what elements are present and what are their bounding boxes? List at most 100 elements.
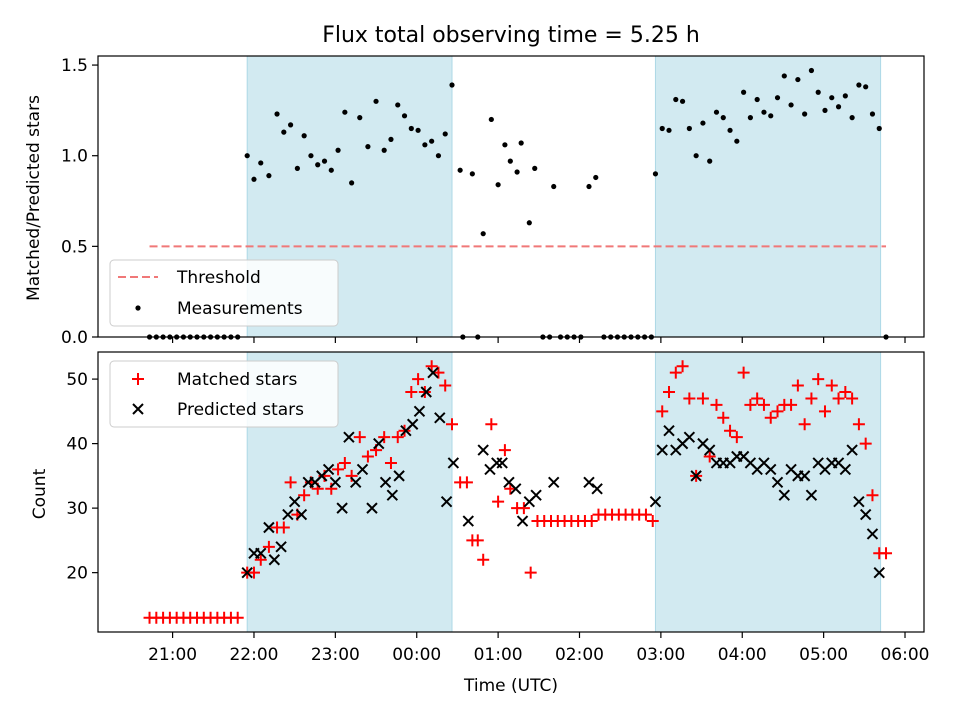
measurement-point <box>659 125 665 132</box>
x-tick-label: 03:00 <box>636 645 685 665</box>
matched-point <box>439 379 452 392</box>
x-tick-label: 22:00 <box>229 645 278 665</box>
legend-predicted-swatch <box>132 403 144 415</box>
matched-point <box>524 566 537 579</box>
x-tick-label: 21:00 <box>148 645 197 665</box>
x-tick-label: 04:00 <box>718 645 767 665</box>
measurement-point <box>502 142 508 148</box>
matched-point <box>710 398 723 411</box>
predicted-point <box>366 502 378 514</box>
predicted-point <box>434 412 446 424</box>
x-tick-label: 23:00 <box>311 645 360 665</box>
measurement-point <box>514 169 520 175</box>
measurement-point <box>365 144 371 150</box>
x-tick-label: 06:00 <box>881 645 930 665</box>
matched-point <box>412 373 425 386</box>
predicted-point <box>530 489 542 501</box>
predicted-point <box>386 489 399 501</box>
predicted-point <box>859 508 872 521</box>
matched-point <box>880 547 893 560</box>
measurement-point <box>308 153 314 159</box>
measurement-point <box>727 127 733 133</box>
measurement-point <box>244 153 250 159</box>
matched-point <box>378 431 391 444</box>
matched-point <box>391 431 404 444</box>
measurement-point <box>415 127 421 133</box>
top-y-axis-label: Matched/Predicted stars <box>24 95 44 301</box>
matched-point <box>325 482 338 495</box>
predicted-point <box>282 508 294 521</box>
measurement-point <box>321 158 328 164</box>
measurement-point <box>700 120 706 126</box>
predicted-point <box>427 366 439 379</box>
predicted-point <box>373 437 385 450</box>
measurement-point <box>713 109 720 115</box>
y-tick-label: 50 <box>66 370 88 390</box>
measurement-point <box>707 158 713 164</box>
measurement-point <box>686 125 692 132</box>
predicted-point <box>866 528 879 540</box>
x-axis-label: Time (UTC) <box>463 676 558 696</box>
measurement-point <box>761 109 767 115</box>
measurement-point <box>593 174 599 181</box>
measurement-point <box>788 102 794 108</box>
matched-point <box>384 456 397 469</box>
predicted-point <box>690 470 702 482</box>
matched-point <box>338 456 351 469</box>
bottom-legend-box <box>109 360 339 428</box>
legend-predicted-label: Predicted stars <box>177 400 304 420</box>
measurement-point <box>507 158 513 164</box>
measurement-point <box>287 122 294 128</box>
x-tick-label: 01:00 <box>474 645 523 665</box>
measurement-point <box>754 96 760 103</box>
measurement-point <box>357 115 363 121</box>
legend-matched-label: Matched stars <box>177 370 297 390</box>
measurement-point <box>449 82 455 88</box>
matched-point <box>757 398 770 411</box>
predicted-point <box>778 489 791 501</box>
predicted-point <box>839 463 852 476</box>
measurement-point <box>495 182 501 188</box>
matched-point <box>262 540 275 553</box>
matched-point <box>446 418 458 431</box>
observing-interval <box>654 55 882 338</box>
matched-point <box>785 398 798 411</box>
measurement-point <box>422 142 428 148</box>
measurement-point <box>342 109 348 115</box>
predicted-point <box>255 547 267 559</box>
predicted-point <box>873 566 885 579</box>
y-tick-label: 20 <box>66 564 88 584</box>
legend-measurements-label: Measurements <box>177 299 303 319</box>
predicted-point <box>496 457 508 469</box>
predicted-point <box>805 489 818 501</box>
measurement-point <box>442 131 448 137</box>
y-tick-label: 40 <box>66 435 88 455</box>
predicted-point <box>275 541 287 553</box>
measurement-point <box>335 147 341 153</box>
matched-point <box>639 508 652 521</box>
matched-point <box>764 411 777 424</box>
legend-matched-swatch <box>132 373 144 385</box>
measurement-point <box>266 173 272 179</box>
measurement-point <box>429 138 435 144</box>
measurement-point <box>251 176 257 182</box>
matched-point <box>791 379 804 392</box>
measurement-point <box>532 165 538 171</box>
measurement-point <box>849 115 855 121</box>
matched-point <box>517 502 530 515</box>
matched-point <box>498 444 511 457</box>
top-legend: Threshold Measurements <box>109 259 339 327</box>
y-tick-label: 0.5 <box>61 237 88 257</box>
measurement-point <box>768 113 774 119</box>
predicted-point <box>440 495 453 508</box>
predicted-point <box>703 444 716 456</box>
x-tick-label: 05:00 <box>799 645 848 665</box>
matched-point <box>345 469 358 482</box>
measurement-point <box>679 98 686 104</box>
measurement-point <box>328 167 334 173</box>
matched-point <box>669 366 682 379</box>
measurement-point <box>856 82 862 88</box>
matched-point <box>432 366 445 379</box>
measurement-point <box>388 136 394 142</box>
